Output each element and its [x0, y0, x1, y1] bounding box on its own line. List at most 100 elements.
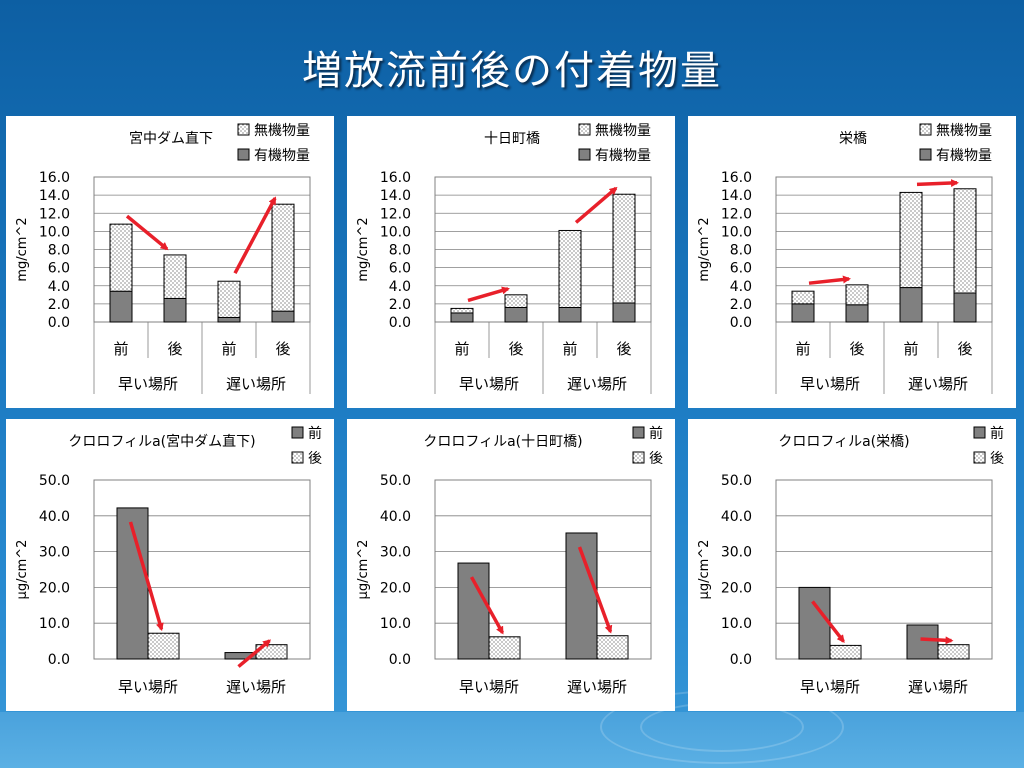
x-tick-label: 早い場所: [118, 678, 178, 696]
bar-無機物量: [791, 290, 815, 305]
y-tick-label: 40.0: [380, 509, 411, 525]
y-tick-label: 0.0: [389, 315, 411, 331]
y-tick-label: 6.0: [48, 261, 70, 277]
bar-有機物量: [109, 290, 133, 323]
group-label: 遅い場所: [567, 375, 627, 393]
trend-arrow: [574, 186, 618, 224]
legend-swatch: [578, 148, 591, 161]
x-tick-label: 早い場所: [800, 678, 860, 696]
bar-後: [829, 644, 862, 660]
bar-有機物量: [612, 302, 636, 323]
x-tick-label: 後: [849, 340, 864, 358]
y-tick-label: 20.0: [721, 580, 752, 596]
y-tick-label: 40.0: [721, 509, 752, 525]
x-tick-label: 遅い場所: [567, 678, 627, 696]
y-tick-label: 30.0: [721, 545, 752, 561]
bar-無機物量: [217, 280, 241, 318]
bar-有機物量: [271, 310, 295, 323]
y-axis-label: mg/cm^2: [697, 217, 712, 281]
legend-swatch: [919, 148, 932, 161]
trend-arrow: [916, 179, 959, 188]
legend-label: 後: [649, 451, 663, 467]
x-tick-label: 後: [275, 340, 290, 358]
y-axis-label: mg/cm^2: [15, 217, 30, 281]
bar-無機物量: [558, 229, 582, 308]
chart-title: クロロフィルa(宮中ダム直下): [68, 433, 255, 450]
x-tick-label: 前: [903, 340, 918, 358]
y-tick-label: 12.0: [380, 206, 411, 222]
bar-前: [457, 562, 490, 660]
y-tick-label: 16.0: [380, 170, 411, 186]
trend-arrow: [125, 214, 169, 251]
bar-無機物量: [504, 294, 528, 308]
group-label: 遅い場所: [908, 375, 968, 393]
trend-arrow: [920, 636, 954, 645]
bar-後: [596, 635, 629, 660]
bar-有機物量: [504, 307, 528, 323]
y-tick-label: 0.0: [389, 652, 411, 668]
chart-title: クロロフィルa(栄橋): [778, 434, 909, 450]
chart-title: 十日町橋: [484, 131, 540, 147]
y-tick-label: 0.0: [730, 315, 752, 331]
y-tick-label: 6.0: [730, 261, 752, 277]
legend-label: 前: [990, 425, 1004, 442]
y-tick-label: 16.0: [39, 170, 70, 186]
y-tick-label: 20.0: [380, 580, 411, 596]
bar-前: [906, 624, 939, 660]
legend-swatch: [973, 451, 986, 464]
trend-arrow: [467, 286, 510, 303]
group-label: 早い場所: [459, 375, 519, 393]
group-label: 遅い場所: [226, 375, 286, 393]
legend-label: 有機物量: [254, 148, 310, 164]
bar-無機物量: [163, 254, 187, 299]
bar-前: [798, 586, 831, 660]
chart-panel-miyanaka-chlorophyll: クロロフィルa(宮中ダム直下) 前後 0.0 10.0 20.0 30.0 40.0 50.0…: [6, 419, 334, 711]
bar-後: [147, 632, 180, 660]
legend-swatch: [632, 426, 645, 439]
legend-label: 有機物量: [936, 148, 992, 164]
x-tick-label: 遅い場所: [226, 678, 286, 696]
x-tick-label: 前: [113, 340, 128, 358]
y-tick-label: 14.0: [380, 188, 411, 204]
legend-swatch: [919, 123, 932, 136]
legend-label: 無機物量: [936, 123, 992, 139]
legend-label: 無機物量: [254, 123, 310, 139]
y-tick-label: 14.0: [721, 188, 752, 204]
y-tick-label: 10.0: [721, 616, 752, 632]
bar-有機物量: [558, 307, 582, 323]
y-tick-label: 10.0: [721, 224, 752, 240]
y-tick-label: 14.0: [39, 188, 70, 204]
y-tick-label: 4.0: [389, 279, 411, 295]
trend-arrow: [128, 521, 164, 632]
x-tick-label: 後: [957, 340, 972, 358]
bar-有機物量: [899, 287, 923, 323]
y-tick-label: 10.0: [39, 224, 70, 240]
group-label: 早い場所: [118, 375, 178, 393]
y-tick-label: 0.0: [48, 315, 70, 331]
y-tick-label: 50.0: [39, 473, 70, 489]
y-tick-label: 30.0: [39, 545, 70, 561]
legend-label: 前: [649, 425, 663, 442]
x-tick-label: 後: [508, 340, 523, 358]
bar-無機物量: [271, 203, 295, 312]
y-tick-label: 2.0: [730, 297, 752, 313]
group-label: 早い場所: [800, 375, 860, 393]
y-tick-label: 50.0: [380, 473, 411, 489]
chart-title: 栄橋: [839, 131, 867, 147]
chart-panel-sakae-chlorophyll: クロロフィルa(栄橋) 前後 0.0 10.0 20.0 30.0 40.0 50.0 μg/c…: [688, 419, 1016, 711]
trend-arrow: [237, 639, 272, 668]
bar-無機物量: [450, 307, 474, 314]
y-tick-label: 8.0: [48, 243, 70, 259]
x-tick-label: 前: [795, 340, 810, 358]
y-axis-label: mg/cm^2: [356, 217, 371, 281]
chart-panel-sakae-deposit: 栄橋 無機物量 有機物量 0.0 2.0 4.0 6.0 8.0 10.0 12.0 14.0 16.…: [688, 116, 1016, 408]
y-tick-label: 0.0: [730, 652, 752, 668]
trend-arrow: [808, 275, 851, 285]
y-tick-label: 0.0: [48, 652, 70, 668]
y-tick-label: 8.0: [389, 243, 411, 259]
chart-title: クロロフィルa(十日町橋): [423, 434, 582, 450]
y-tick-label: 6.0: [389, 261, 411, 277]
x-tick-label: 前: [221, 340, 236, 358]
y-tick-label: 20.0: [39, 580, 70, 596]
bar-有機物量: [450, 312, 474, 323]
